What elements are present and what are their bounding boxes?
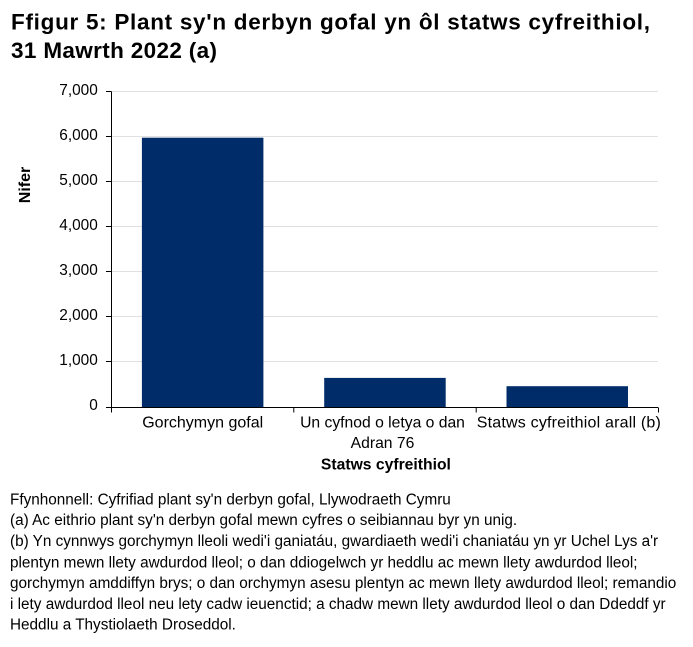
- svg-text:Gorchymyn gofal: Gorchymyn gofal: [142, 414, 263, 431]
- svg-text:2,000: 2,000: [59, 307, 98, 324]
- svg-text:plentyn mewn llety awdurdod ll: plentyn mewn llety awdurdod lleol; o dan…: [10, 555, 638, 572]
- svg-text:4,000: 4,000: [59, 217, 98, 234]
- svg-text:Ffigur 5: Plant sy'n derbyn go: Ffigur 5: Plant sy'n derbyn gofal yn ôl …: [11, 9, 650, 34]
- svg-text:Statws cyfreithiol arall (b): Statws cyfreithiol arall (b): [477, 414, 661, 431]
- svg-text:6,000: 6,000: [59, 127, 98, 144]
- svg-text:(a) Ac eithrio plant sy'n derb: (a) Ac eithrio plant sy'n derbyn gofal m…: [10, 512, 517, 529]
- svg-text:5,000: 5,000: [59, 172, 98, 189]
- svg-text:gorchymyn amddiffyn brys; o da: gorchymyn amddiffyn brys; o dan orchymyn…: [10, 575, 676, 592]
- svg-text:Adran 76: Adran 76: [351, 435, 415, 452]
- svg-text:i lety awdurdod lleol neu lety: i lety awdurdod lleol neu lety cadw ieue…: [10, 596, 666, 613]
- svg-text:Un cyfnod o letya o dan: Un cyfnod o letya o dan: [300, 414, 465, 431]
- svg-text:Nifer: Nifer: [17, 167, 34, 203]
- svg-text:Statws cyfreithiol: Statws cyfreithiol: [321, 456, 451, 473]
- svg-text:1,000: 1,000: [59, 352, 98, 369]
- svg-text:3,000: 3,000: [59, 262, 98, 279]
- svg-text:7,000: 7,000: [59, 82, 98, 99]
- svg-text:(b) Yn cynnwys gorchymyn lleol: (b) Yn cynnwys gorchymyn lleoli wedi'i g…: [10, 533, 658, 550]
- svg-text:31 Mawrth 2022 (a): 31 Mawrth 2022 (a): [11, 38, 217, 63]
- svg-text:Heddlu a Thystiolaeth Droseddo: Heddlu a Thystiolaeth Droseddol.: [10, 617, 236, 634]
- svg-text:Ffynhonnell: Cyfrifiad plant s: Ffynhonnell: Cyfrifiad plant sy'n derbyn…: [10, 492, 451, 509]
- svg-text:0: 0: [89, 397, 98, 414]
